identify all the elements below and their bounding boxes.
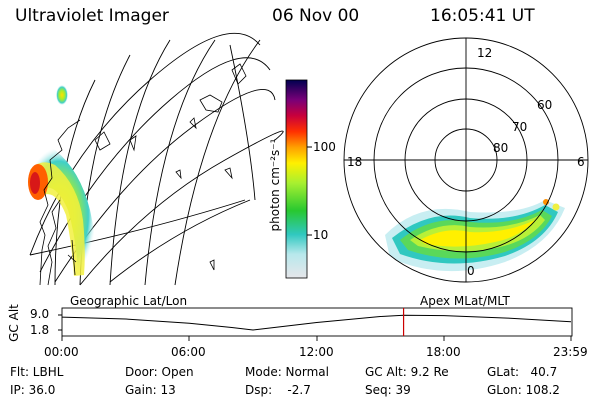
mode-field: Mode: Normal <box>245 365 329 379</box>
x-tick-1800: 18:00 <box>426 345 461 359</box>
colorbar-unit-label: photon cm⁻²s⁻¹ <box>268 138 282 232</box>
polar-mlt-plot <box>343 37 589 283</box>
lat-label-70: 70 <box>512 120 528 134</box>
seq-field: Seq: 39 <box>365 383 411 397</box>
colorbar-tick-10: 10 <box>313 228 329 242</box>
x-tick-1200: 12:00 <box>299 345 334 359</box>
lat-lon-grid <box>29 32 284 286</box>
y-tick-9: 9.0 <box>30 307 50 321</box>
altitude-line <box>61 314 572 331</box>
coastlines <box>39 63 247 286</box>
x-tick-0600: 06:00 <box>171 345 206 359</box>
glon-field: GLon: 108.2 <box>487 383 560 397</box>
x-tick-0000: 00:00 <box>44 345 79 359</box>
observation-date: 06 Nov 00 <box>272 6 360 26</box>
mlt-label-18: 18 <box>347 155 363 169</box>
mlt-label-6: 6 <box>577 155 585 169</box>
observation-time: 16:05:41 UT <box>430 6 535 26</box>
apex-label: Apex MLat/MLT <box>420 294 510 308</box>
mlt-label-0: 0 <box>467 264 475 278</box>
colorbar-tick-100: 100 <box>313 140 336 154</box>
gc-alt-field: GC Alt: 9.2 Re <box>365 365 449 379</box>
glat-field: GLat: 40.7 <box>487 365 558 379</box>
aurora-patch <box>56 85 68 105</box>
gain-field: Gain: 13 <box>125 383 176 397</box>
ip-field: IP: 36.0 <box>10 383 56 397</box>
y-tick-1-8: 1.8 <box>30 323 50 337</box>
altitude-timeline <box>58 307 573 341</box>
mlt-label-12: 12 <box>477 46 493 60</box>
gc-alt-axis-title: GC Alt <box>6 304 21 342</box>
geographic-map-panel <box>22 32 284 286</box>
door-field: Door: Open <box>125 365 194 379</box>
geographic-label: Geographic Lat/Lon <box>70 294 188 308</box>
filter-field: Flt: LBHL <box>10 365 64 379</box>
lat-label-60: 60 <box>537 98 553 112</box>
instrument-title: Ultraviolet Imager <box>15 6 169 26</box>
x-tick-2359: 23:59 <box>553 345 588 359</box>
dsp-field: Dsp: -2.7 <box>245 383 311 397</box>
color-scale <box>285 79 312 279</box>
lat-label-80: 80 <box>493 141 509 155</box>
color-scale-bar <box>285 79 308 279</box>
